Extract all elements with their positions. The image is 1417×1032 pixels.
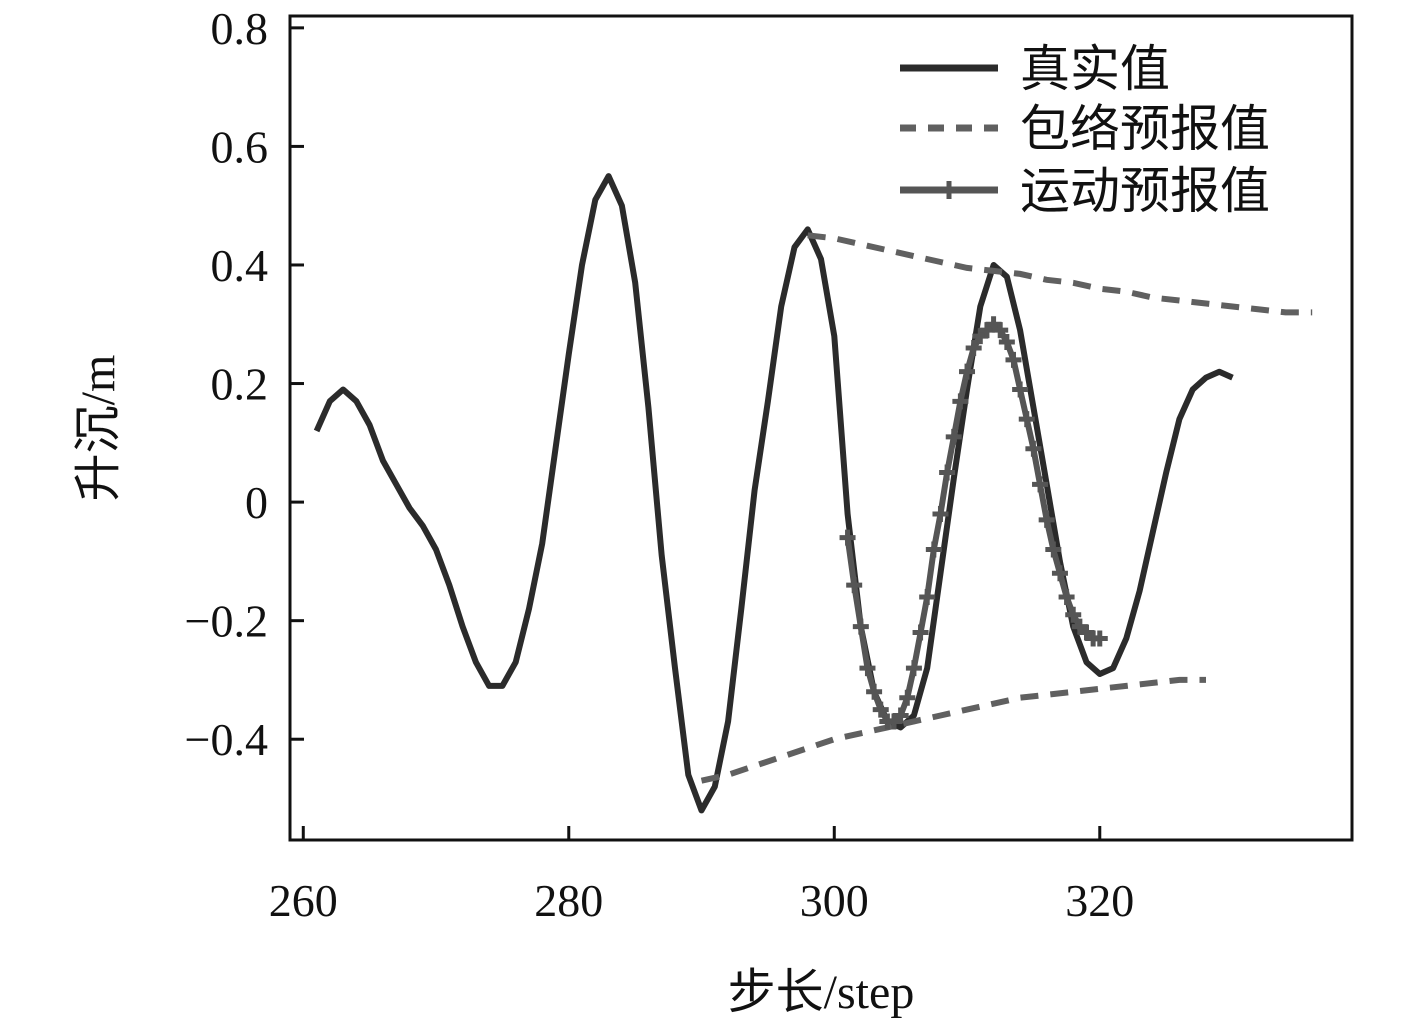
legend-label: 包络预报值: [1020, 101, 1270, 157]
motion-marker: [872, 701, 889, 718]
motion-marker: [959, 363, 976, 380]
motion-marker: [1012, 381, 1029, 398]
y-axis-ticks: 0.8 0.6 0.4 0.2 0 −0.2 −0.4: [185, 3, 304, 765]
x-tick-label: 260: [269, 875, 338, 926]
motion-marker: [1058, 588, 1075, 605]
motion-marker: [1032, 476, 1049, 493]
motion-marker: [1025, 440, 1042, 457]
series-line-real: [313, 173, 1234, 814]
motion-marker: [852, 618, 869, 635]
legend-label: 真实值: [1020, 41, 1170, 97]
legend-item: 真实值: [900, 41, 1170, 97]
motion-marker: [866, 683, 883, 700]
x-axis-ticks: 260 280 300 320: [269, 826, 1134, 926]
motion-marker: [839, 529, 856, 546]
motion-marker: [965, 339, 982, 356]
motion-marker: [939, 464, 956, 481]
motion-marker: [859, 660, 876, 677]
x-tick-label: 320: [1065, 875, 1134, 926]
legend-item: 运动预报值: [900, 163, 1270, 219]
motion-marker: [1005, 351, 1022, 368]
motion-marker: [919, 588, 936, 605]
y-axis-label: 升沉/m: [72, 355, 125, 502]
motion-marker: [899, 689, 916, 706]
motion-marker: [1018, 411, 1035, 428]
series-line-motion: [844, 321, 1100, 725]
axes: [288, 14, 1354, 842]
motion-marker: [912, 624, 929, 641]
y-tick-label: −0.2: [185, 596, 268, 647]
motion-marker: [945, 428, 962, 445]
y-tick-label: 0.6: [211, 121, 269, 172]
plot-frame: [288, 14, 1354, 842]
motion-marker: [846, 577, 863, 594]
motion-marker: [892, 707, 909, 724]
legend-label: 运动预报值: [1020, 163, 1270, 219]
envelope-lower-line: [700, 676, 1206, 784]
motion-marker: [1038, 511, 1055, 528]
y-tick-label: 0.8: [211, 3, 269, 54]
motion-marker: [932, 505, 949, 522]
motion-marker: [992, 322, 1009, 339]
y-tick-label: 0.4: [211, 240, 269, 291]
y-tick-label: −0.4: [185, 714, 268, 765]
x-tick-label: 280: [534, 875, 603, 926]
legend-item: 包络预报值: [900, 101, 1270, 157]
x-tick-label: 300: [800, 875, 869, 926]
legend-marker: [940, 181, 958, 199]
motion-marker: [1051, 565, 1068, 582]
y-tick-label: 0: [245, 477, 268, 528]
motion-marker: [905, 660, 922, 677]
motion-marker: [998, 334, 1015, 351]
motion-marker: [925, 541, 942, 558]
motion-marker: [1065, 606, 1082, 623]
x-axis-label: 步长/step: [728, 966, 915, 1019]
y-tick-label: 0.2: [211, 359, 269, 410]
motion-marker: [1045, 541, 1062, 558]
motion-marker: [952, 393, 969, 410]
plot-area: [313, 173, 1313, 814]
envelope-upper-line: [807, 232, 1313, 316]
motion-marker: [1091, 630, 1108, 647]
